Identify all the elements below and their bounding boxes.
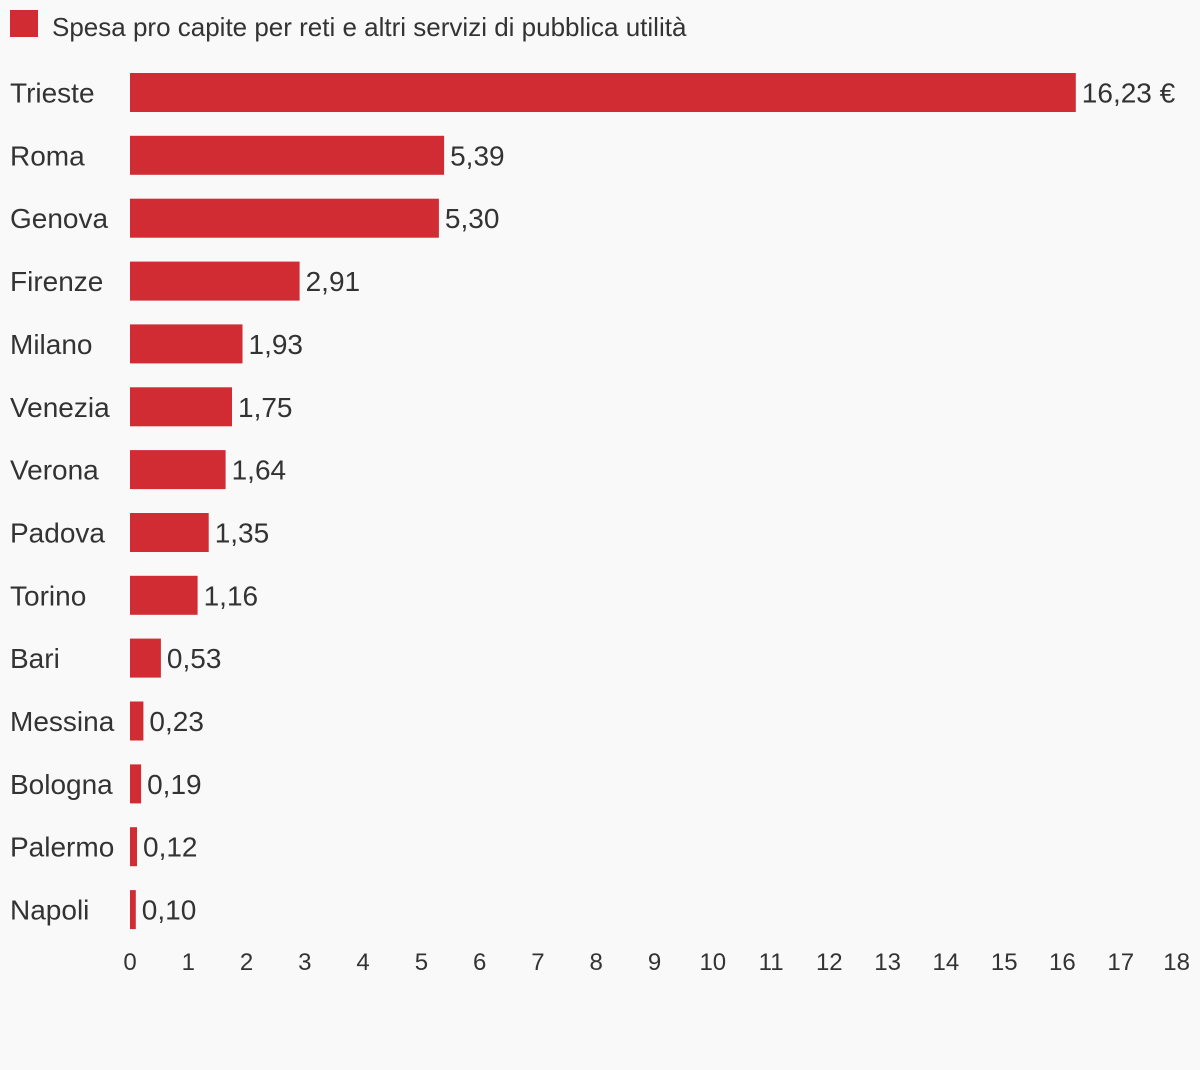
x-tick-label: 14 — [933, 949, 960, 976]
value-labels: 16,23 € 5,39 5,30 2,91 1,93 1,75 1,64 1,35 1,16 0… — [142, 78, 1176, 926]
x-tick-label: 0 — [123, 949, 136, 976]
bars-group — [130, 73, 1076, 930]
category-label-messina: Messina — [10, 706, 115, 737]
bar-bologna — [130, 764, 142, 804]
value-label-torino: 1,16 — [204, 580, 259, 611]
x-tick-label: 13 — [874, 949, 901, 976]
x-tick-label: 10 — [699, 949, 726, 976]
value-label-napoli: 0,10 — [142, 895, 197, 926]
legend-swatch — [10, 10, 38, 37]
x-tick-label: 15 — [991, 949, 1018, 976]
category-label-roma: Roma — [10, 140, 85, 171]
value-label-firenze: 2,91 — [306, 266, 361, 297]
x-tick-label: 2 — [240, 949, 253, 976]
x-tick-label: 1 — [182, 949, 195, 976]
x-tick-label: 5 — [415, 949, 428, 976]
bar-palermo — [130, 827, 137, 867]
value-label-milano: 1,93 — [249, 329, 304, 360]
value-label-bari: 0,53 — [167, 643, 222, 674]
x-tick-label: 12 — [816, 949, 843, 976]
x-tick-label: 9 — [648, 949, 661, 976]
category-label-genova: Genova — [10, 203, 108, 234]
bar-venezia — [130, 387, 232, 427]
legend-label: Spesa pro capite per reti e altri serviz… — [52, 12, 687, 42]
category-label-firenze: Firenze — [10, 266, 103, 297]
bar-torino — [130, 575, 198, 615]
category-label-padova: Padova — [10, 518, 105, 549]
x-tick-label: 7 — [531, 949, 544, 976]
value-label-genova: 5,30 — [445, 203, 500, 234]
bar-bari — [130, 638, 161, 678]
bar-padova — [130, 513, 209, 552]
category-label-venezia: Venezia — [10, 392, 110, 423]
x-tick-label: 8 — [590, 949, 603, 976]
x-tick-label: 18 — [1163, 949, 1190, 976]
x-tick-label: 17 — [1107, 949, 1134, 976]
category-label-torino: Torino — [10, 580, 86, 611]
category-label-napoli: Napoli — [10, 895, 89, 926]
value-label-roma: 5,39 — [450, 140, 505, 171]
bar-messina — [130, 701, 144, 741]
bar-trieste — [130, 73, 1076, 112]
value-label-verona: 1,64 — [232, 455, 287, 486]
value-label-messina: 0,23 — [149, 706, 204, 737]
x-tick-label: 6 — [473, 949, 486, 976]
x-axis: 0 1 2 3 4 5 6 7 8 9 10 11 12 13 14 15 16 17 18 — [123, 949, 1190, 976]
category-label-verona: Verona — [10, 455, 99, 486]
bar-milano — [130, 324, 243, 364]
category-label-trieste: Trieste — [10, 78, 95, 109]
x-tick-label: 16 — [1049, 949, 1076, 976]
value-label-venezia: 1,75 — [238, 392, 293, 423]
category-label-palermo: Palermo — [10, 832, 114, 863]
bar-napoli — [130, 890, 136, 930]
x-tick-label: 11 — [759, 949, 784, 976]
x-tick-label: 4 — [356, 949, 369, 976]
bar-firenze — [130, 261, 300, 301]
value-label-bologna: 0,19 — [147, 769, 202, 800]
value-label-padova: 1,35 — [215, 518, 270, 549]
bar-verona — [130, 450, 226, 490]
value-label-palermo: 0,12 — [143, 832, 198, 863]
bar-genova — [130, 198, 439, 238]
category-label-bologna: Bologna — [10, 769, 113, 800]
category-label-milano: Milano — [10, 329, 92, 360]
category-label-bari: Bari — [10, 643, 60, 674]
category-labels: Trieste Roma Genova Firenze Milano Venezia Ver… — [10, 78, 115, 926]
legend: Spesa pro capite per reti e altri serviz… — [10, 10, 687, 42]
x-tick-label: 3 — [298, 949, 311, 976]
value-label-trieste: 16,23 € — [1082, 78, 1176, 109]
bar-roma — [130, 135, 445, 175]
